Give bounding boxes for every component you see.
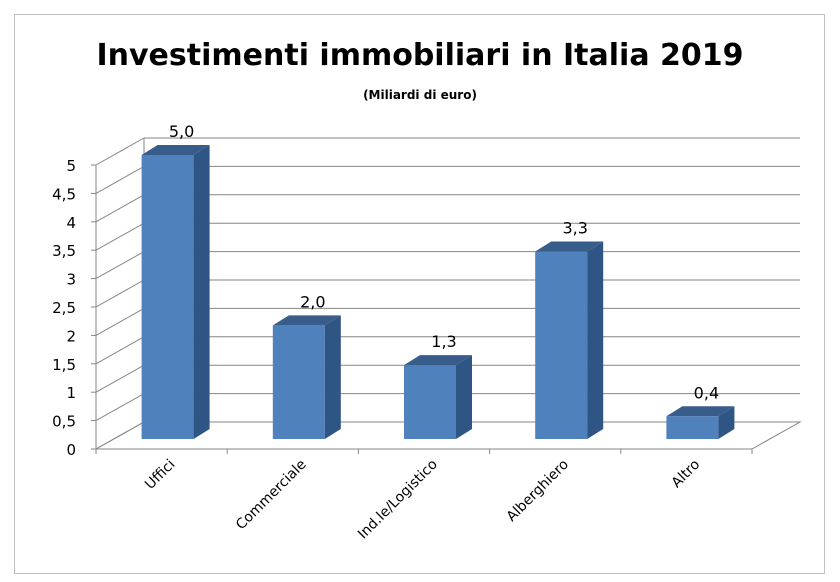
x-tick-label: Commerciale [233,457,310,534]
bar-front [272,325,325,439]
bar [272,315,341,439]
gridline-side [95,251,145,280]
x-tick-label: Ind.le/Logistico [355,457,441,543]
bar-side [324,315,341,439]
data-label: 1,3 [431,332,456,351]
y-tick-label: 0,5 [52,413,76,431]
gridline-side [95,222,145,251]
bar-front [535,251,588,439]
bar-top [535,241,604,252]
y-tick-label: 4,5 [52,185,76,203]
bar-top [141,145,210,155]
y-tick-label: 2,5 [52,299,76,317]
gridline-side [95,421,145,450]
y-tick-label: 5 [66,157,76,175]
bar-side [587,241,604,439]
bar-front [141,155,194,439]
chart-subtitle: (Miliardi di euro) [363,88,477,102]
bar-front [666,416,719,439]
bar-front [404,365,456,439]
y-tick-label: 3 [66,271,76,289]
bar-side [193,145,210,439]
bar [141,145,210,439]
data-label: 5,0 [169,122,194,141]
y-tick-label: 1,5 [52,356,76,374]
x-tick-label: Altro [669,457,704,492]
gridline-side [95,336,145,365]
gridline-side [95,137,145,166]
data-label: 3,3 [562,219,587,238]
y-tick-label: 1 [66,384,76,402]
y-tick-label: 3,5 [52,242,76,260]
gridline-side [95,393,145,422]
gridline-side [95,307,145,336]
gridline-side [95,279,145,308]
bar [404,355,472,439]
y-tick-label: 4 [66,214,76,232]
bar-top [272,315,341,326]
chart-title: Investimenti immobiliari in Italia 2019 [96,38,744,73]
bar [666,406,735,439]
gridline-side [95,364,145,393]
x-tick-label: Uffici [142,457,178,493]
gridline-side [95,165,145,194]
y-tick-label: 2 [66,327,76,345]
data-label: 0,4 [694,383,719,402]
gridline-side [95,194,145,223]
bar-side [456,355,472,439]
bar-side [718,406,735,439]
y-tick-label: 0 [66,441,76,459]
data-label: 2,0 [300,292,325,311]
bar [535,241,604,439]
bar-top [666,406,735,417]
bar-top [404,355,472,366]
x-tick-label: Alberghiero [504,457,572,525]
